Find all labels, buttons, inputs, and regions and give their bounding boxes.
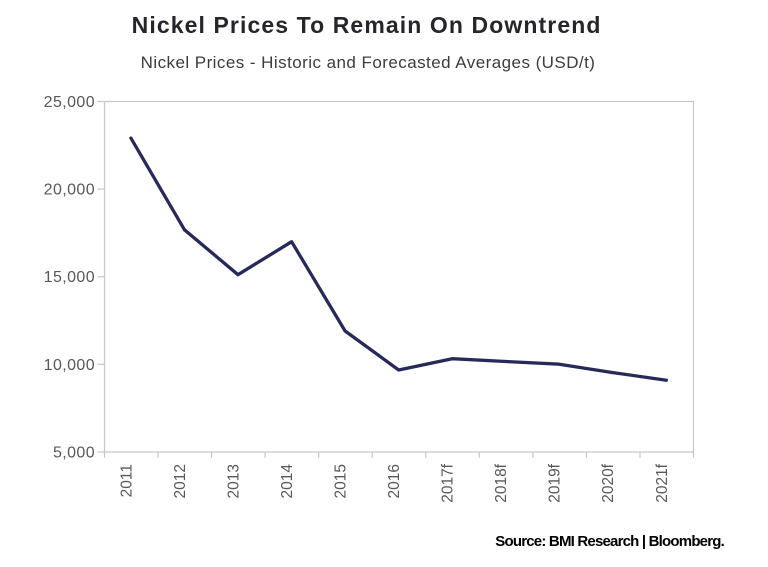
svg-text:2021f: 2021f: [654, 463, 671, 502]
svg-text:2013: 2013: [225, 464, 242, 498]
svg-text:10,000: 10,000: [44, 357, 95, 374]
svg-text:2017f: 2017f: [440, 463, 457, 502]
svg-text:Nickel Prices To Remain On Dow: Nickel Prices To Remain On Downtrend: [132, 12, 602, 38]
svg-text:2011: 2011: [118, 464, 135, 497]
svg-text:2019f: 2019f: [547, 463, 564, 502]
svg-text:2012: 2012: [172, 464, 189, 498]
svg-text:25,000: 25,000: [44, 94, 95, 111]
svg-text:20,000: 20,000: [44, 182, 95, 199]
svg-text:5,000: 5,000: [53, 444, 95, 461]
svg-text:2020f: 2020f: [600, 463, 617, 502]
svg-text:2015: 2015: [333, 464, 350, 498]
svg-text:15,000: 15,000: [44, 269, 95, 286]
svg-text:2018f: 2018f: [493, 463, 510, 502]
svg-text:2014: 2014: [279, 464, 296, 499]
svg-text:Nickel Prices - Historic and F: Nickel Prices - Historic and Forecasted …: [141, 53, 596, 72]
svg-text:Source: BMI Research | Bloombe: Source: BMI Research | Bloomberg.: [495, 533, 724, 550]
svg-text:2016: 2016: [386, 464, 403, 498]
